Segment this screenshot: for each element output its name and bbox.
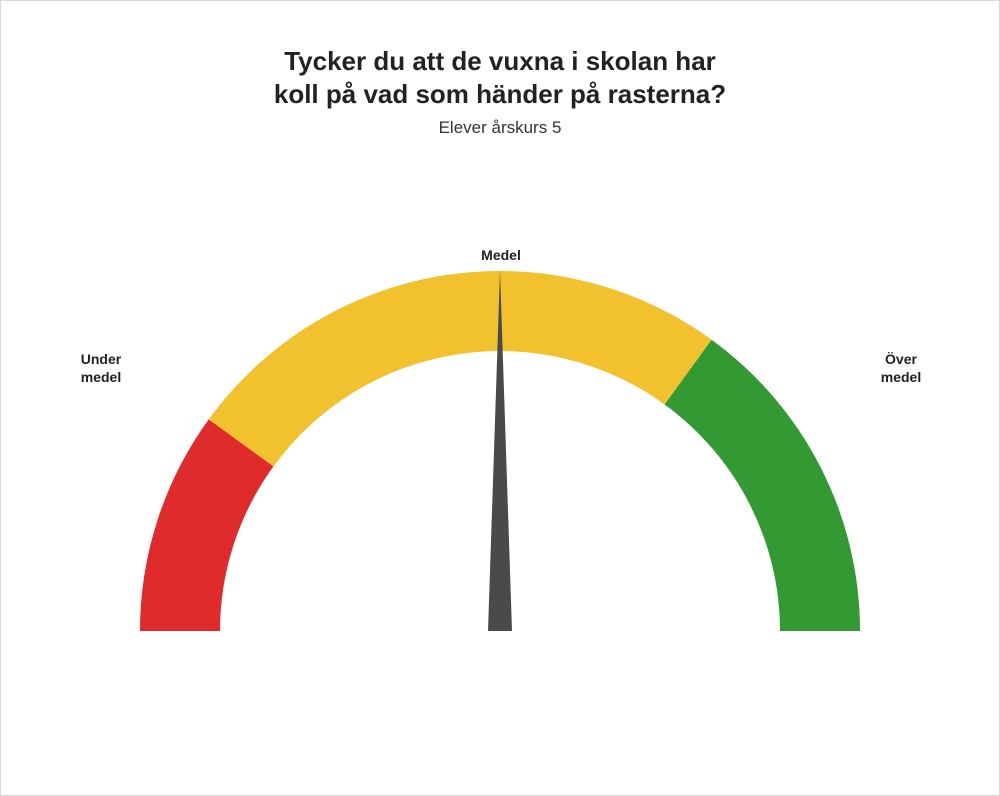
gauge-chart	[100, 201, 900, 676]
title-line-2: koll på vad som händer på rasterna?	[1, 78, 999, 111]
gauge-svg	[100, 201, 900, 671]
chart-frame: { "title": { "line1": "Tycker du att de …	[0, 0, 1000, 796]
subtitle: Elever årskurs 5	[1, 118, 999, 138]
title-line-1: Tycker du att de vuxna i skolan har	[1, 45, 999, 78]
title-block: Tycker du att de vuxna i skolan har koll…	[1, 45, 999, 138]
axis-label-medel: Medel	[471, 247, 531, 265]
axis-label-under-medel: Under medel	[71, 351, 131, 386]
axis-label-over-medel: Över medel	[871, 351, 931, 386]
